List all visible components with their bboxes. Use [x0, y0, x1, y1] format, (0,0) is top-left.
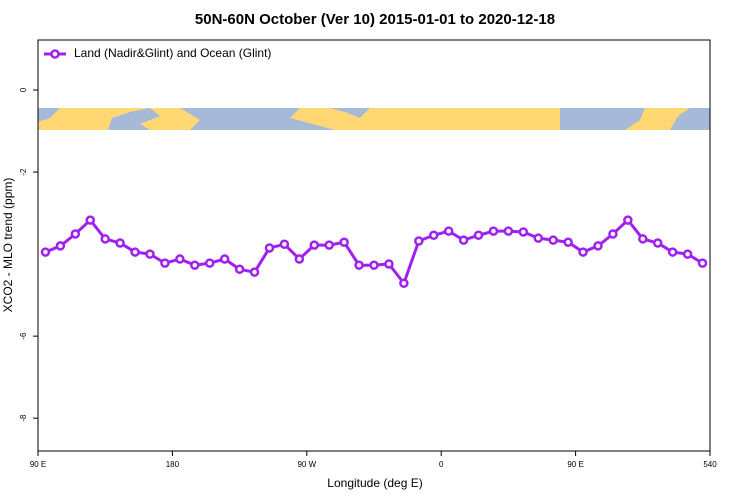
data-point	[488, 226, 499, 236]
data-point	[623, 215, 633, 225]
data-point	[130, 247, 140, 257]
data-point	[697, 258, 708, 268]
data-point	[518, 227, 529, 237]
data-point	[309, 240, 320, 250]
data-point	[100, 234, 110, 244]
x-tick-label: 180	[166, 460, 180, 469]
x-axis-label: Longitude (deg E)	[327, 476, 422, 490]
data-point	[548, 235, 558, 245]
data-point	[473, 230, 484, 240]
legend-marker	[50, 49, 60, 59]
data-point	[70, 229, 81, 239]
data-point	[638, 234, 648, 244]
data-point	[55, 241, 66, 251]
data-point	[354, 260, 364, 270]
data-point	[204, 258, 215, 268]
x-tick-label: 90 E	[30, 460, 46, 469]
data-point	[593, 241, 603, 251]
data-point	[324, 240, 334, 250]
data-point	[40, 247, 51, 257]
data-point	[85, 215, 96, 225]
data-point	[578, 247, 588, 257]
data-point	[219, 254, 230, 264]
data-point	[533, 233, 544, 243]
data-point	[234, 264, 245, 275]
data-point	[443, 226, 454, 236]
data-point	[384, 259, 394, 269]
y-tick-label: -2	[19, 168, 28, 176]
y-tick-label: 0	[19, 87, 28, 92]
x-tick-label: 90 E	[567, 460, 583, 469]
data-point	[249, 267, 260, 277]
y-tick-label: -6	[19, 332, 28, 340]
data-point	[115, 238, 125, 248]
legend-label: Land (Nadir&Glint) and Ocean (Glint)	[74, 46, 271, 60]
data-point	[175, 254, 185, 264]
x-tick-label: 0	[439, 460, 444, 469]
data-point	[369, 260, 379, 270]
chart-title: 50N-60N October (Ver 10) 2015-01-01 to 2…	[195, 11, 555, 28]
data-point	[428, 230, 439, 240]
data-point	[503, 226, 514, 236]
series-line	[44, 217, 704, 287]
data-point	[667, 247, 678, 257]
data-point	[264, 243, 275, 253]
data-point	[458, 235, 469, 245]
data-point	[608, 229, 618, 239]
data-point	[160, 258, 170, 268]
x-tick-label: 540	[703, 460, 717, 469]
y-axis-label: XCO2 - MLO trend (ppm)	[1, 178, 15, 313]
data-point	[414, 236, 424, 246]
data-point	[563, 237, 573, 247]
data-point	[682, 249, 693, 259]
data-point	[294, 254, 305, 264]
x-tick-label: 90 W	[297, 460, 316, 469]
map-strip	[38, 108, 710, 130]
data-point	[190, 260, 200, 270]
data-point	[339, 237, 349, 247]
data-point	[399, 278, 409, 288]
y-tick-label: -8	[19, 414, 28, 422]
plot-frame	[37, 39, 711, 452]
data-point	[279, 239, 290, 250]
data-point	[145, 249, 155, 259]
data-point	[652, 238, 663, 248]
